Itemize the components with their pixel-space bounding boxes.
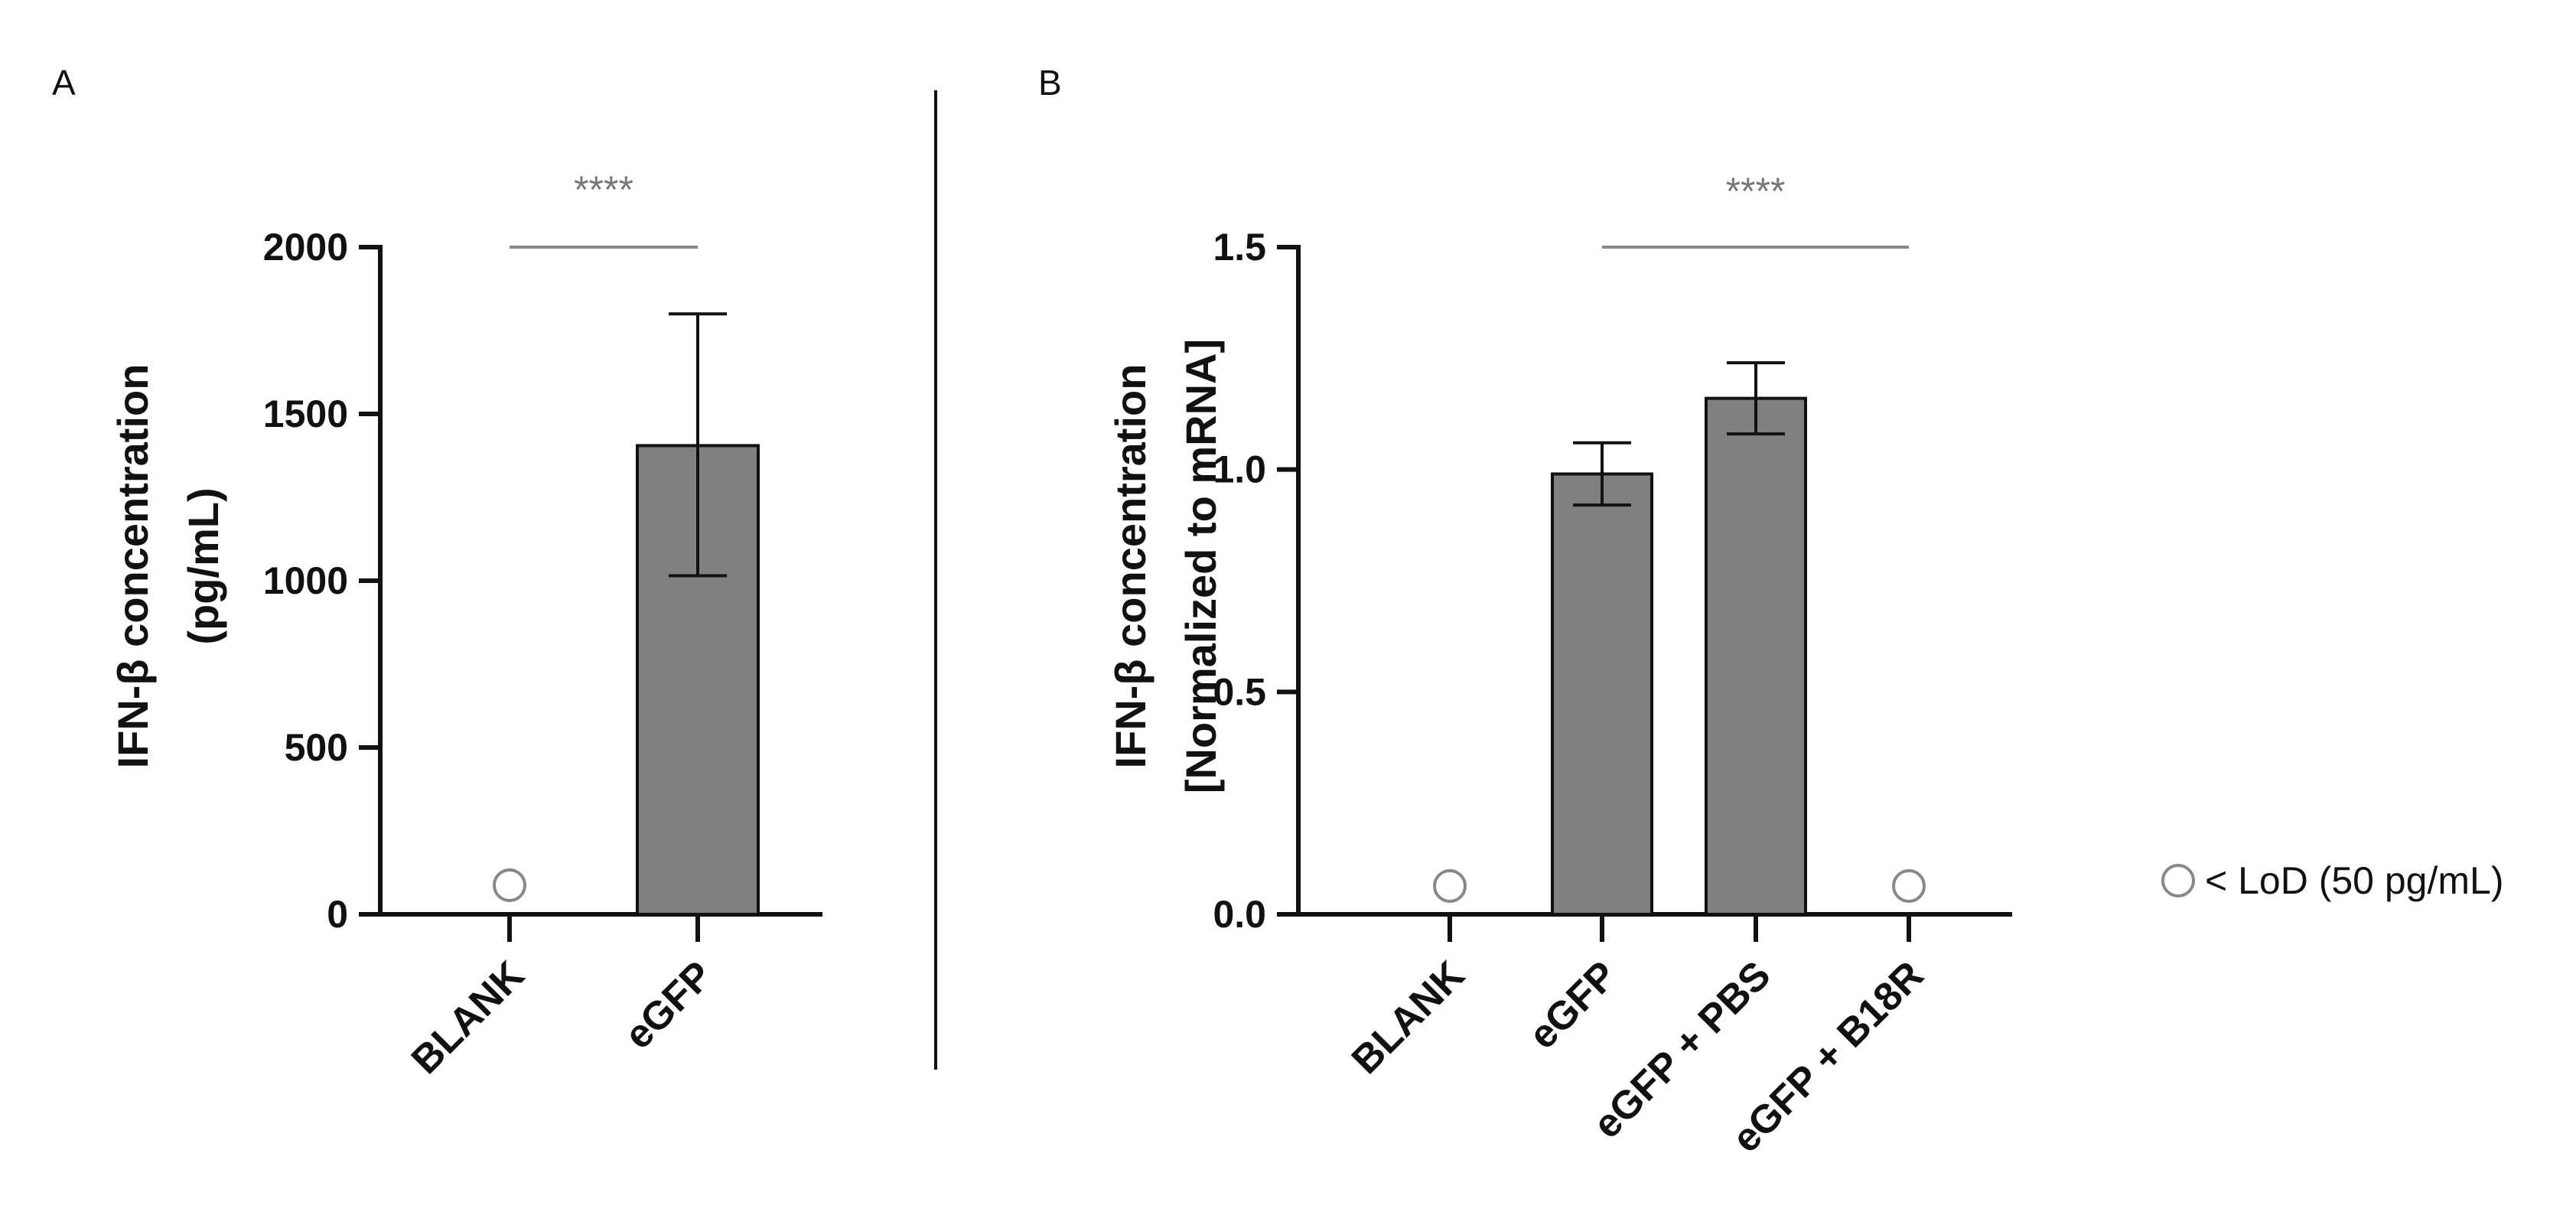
chart-panel-b: 0.0 0.5 1.0 1.5 IFN-β concentration [Normaliz… <box>1106 170 2012 1161</box>
panel-b-bar-egfp <box>1551 472 1653 916</box>
panel-b-y-tick-label: 1.0 <box>1213 448 1266 491</box>
legend: < LoD (50 pg/mL) <box>2161 859 2503 902</box>
panel-a-y-tick-label: 2000 <box>263 226 348 269</box>
panel-a-y-tick-label: 1000 <box>263 559 348 602</box>
panel-a-letter: A <box>52 63 76 103</box>
panel-b-bar-egfp-pbs <box>1705 396 1807 916</box>
panel-a-y-axis-title-line1: IFN-β concentration <box>109 364 157 769</box>
panel-a-significance-label: **** <box>574 168 633 211</box>
legend-label: < LoD (50 pg/mL) <box>2205 859 2503 902</box>
panel-a-y-tick-label: 500 <box>285 726 348 769</box>
panel-a-y-tick-label: 1500 <box>263 393 348 435</box>
panel-b-lod-marker <box>1433 869 1467 903</box>
panel-b-significance-label: **** <box>1726 170 1786 213</box>
panel-a-lod-marker <box>493 868 526 902</box>
panel-b-letter: B <box>1038 63 1062 103</box>
panel-b-category-label: BLANK <box>1343 953 1474 1083</box>
panel-b-y-tick-label: 0.0 <box>1213 893 1266 936</box>
panel-a-y-tick-label: 0 <box>327 893 348 936</box>
panel-b-y-axis-title-line1: IFN-β concentration <box>1106 364 1154 769</box>
lod-legend-marker <box>2161 864 2195 897</box>
panel-b-lod-marker <box>1892 869 1926 903</box>
panel-a-category-label: BLANK <box>403 953 533 1083</box>
panel-a-category-label: eGFP <box>616 953 721 1057</box>
chart-panel-a: 0 500 1000 1500 2000 IFN-β concentration (pg/m… <box>109 168 822 1083</box>
panel-a-y-axis-title-line2: (pg/mL) <box>179 487 227 644</box>
panel-b-category-label: eGFP <box>1520 953 1625 1057</box>
panel-b-y-axis-title-line2: [Normalized to mRNA] <box>1177 339 1225 793</box>
panel-b-y-tick-label: 0.5 <box>1213 670 1266 713</box>
panel-b-y-tick-label: 1.5 <box>1213 226 1266 269</box>
